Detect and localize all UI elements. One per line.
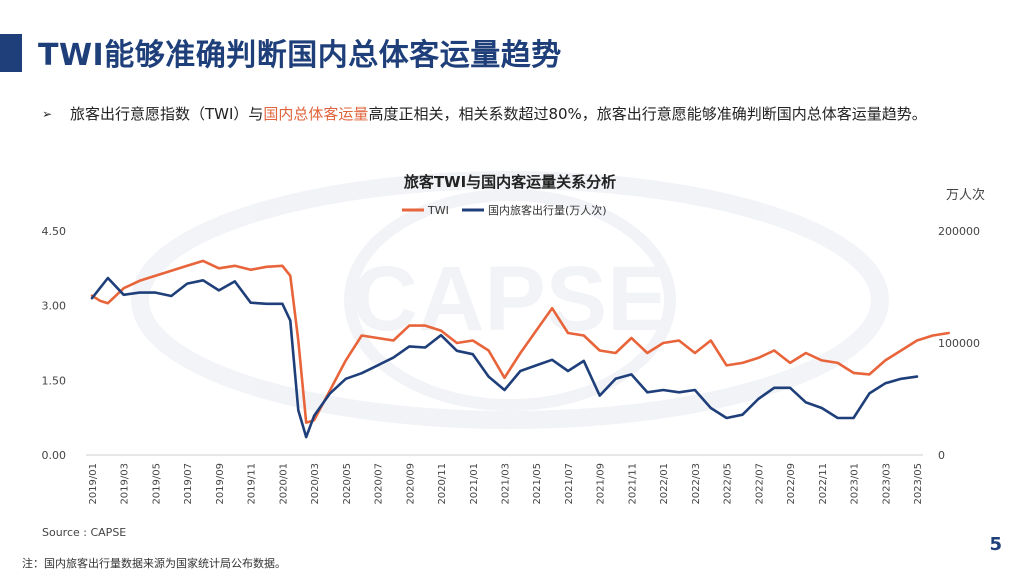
x-tick-label: 2019/07 [183,463,194,505]
chart-legend: TWI 国内旅客出行量(万人次) [402,203,607,217]
x-tick-label: 2020/03 [310,463,321,505]
x-tick-label: 2022/11 [818,463,829,505]
bullet-text-highlight: 国内总体客运量 [263,105,369,123]
bullet-arrow-icon: ➢ [42,107,53,121]
chart-axes: 0.00 1.50 3.00 4.50 0 100000 200000 2019/01 2019… [42,225,981,505]
bullet-text-after: 高度正相关，相关系数超过80%，旅客出行意愿能够准确判断国内总体客运量趋势。 [368,105,927,123]
y-right-tick-label: 200000 [938,225,980,238]
series-line-volume [90,276,919,439]
y-left-tick-label: 0.00 [42,449,67,462]
y-left-tick-label: 4.50 [42,225,67,238]
legend-label: TWI [427,204,449,217]
line-chart: CAPSE 旅客TWI与国内客运量关系分析 万人次 TWI 国内旅客出行量(万人次… [42,171,985,505]
x-tick-label: 2021/03 [501,463,512,505]
x-tick-label: 2021/01 [469,463,480,505]
x-tick-label: 2020/09 [405,463,416,505]
x-tick-label: 2021/05 [532,463,543,505]
x-tick-label: 2023/01 [850,463,861,505]
x-tick-label: 2022/03 [691,463,702,505]
watermark: CAPSE [131,171,889,429]
y-right-tick-label: 0 [938,449,945,462]
x-tick-label: 2023/05 [913,463,924,505]
x-tick-label: 2019/11 [247,463,258,505]
x-tick-label: 2021/07 [564,463,575,505]
chart-title: 旅客TWI与国内客运量关系分析 [404,173,616,191]
x-tick-label: 2022/07 [754,463,765,505]
title-accent-bar [0,34,22,72]
x-tick-label: 2019/03 [120,463,131,505]
x-tick-label: 2020/01 [278,463,289,505]
watermark-text: CAPSE [352,248,669,350]
x-tick-label: 2022/01 [659,463,670,505]
x-tick-label: 2021/09 [596,463,607,505]
x-tick-label: 2019/09 [215,463,226,505]
bullet-text-before: 旅客出行意愿指数（TWI）与 [70,105,264,123]
bullet-point: ➢ 旅客出行意愿指数（TWI）与国内总体客运量高度正相关，相关系数超过80%，旅… [42,100,962,129]
series-line-twi [90,259,950,424]
x-tick-label: 2020/07 [374,463,385,505]
y-left-tick-label: 1.50 [42,374,67,387]
footnote: 注：国内旅客出行量数据来源为国家统计局公布数据。 [22,557,286,570]
legend-label: 国内旅客出行量(万人次) [488,203,607,217]
x-tick-label: 2022/05 [723,463,734,505]
x-tick-label: 2023/03 [881,463,892,505]
x-tick-label: 2020/05 [342,463,353,505]
chart-series [90,259,950,439]
page-title: TWI能够准确判断国内总体客运量趋势 [38,38,562,73]
x-tick-label: 2020/11 [437,463,448,505]
bullet-text: 旅客出行意愿指数（TWI）与国内总体客运量高度正相关，相关系数超过80%，旅客出… [70,100,962,129]
right-axis-unit: 万人次 [946,187,985,203]
page-number: 5 [989,534,1002,555]
source-text: Source : CAPSE [42,526,127,539]
x-tick-label: 2019/01 [88,463,99,505]
y-right-tick-label: 100000 [938,337,980,350]
x-tick-label: 2019/05 [151,463,162,505]
y-left-tick-label: 3.00 [42,300,67,313]
x-tick-label: 2022/09 [786,463,797,505]
x-tick-label: 2021/11 [627,463,638,505]
